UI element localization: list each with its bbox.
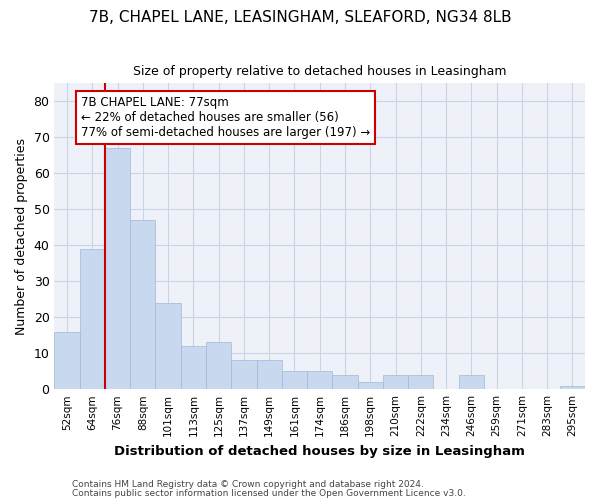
- Text: Contains public sector information licensed under the Open Government Licence v3: Contains public sector information licen…: [72, 488, 466, 498]
- Bar: [408, 375, 433, 389]
- Bar: [332, 375, 358, 389]
- Bar: [231, 360, 257, 389]
- Bar: [307, 371, 332, 389]
- X-axis label: Distribution of detached houses by size in Leasingham: Distribution of detached houses by size …: [114, 444, 525, 458]
- Bar: [181, 346, 206, 389]
- Text: 7B, CHAPEL LANE, LEASINGHAM, SLEAFORD, NG34 8LB: 7B, CHAPEL LANE, LEASINGHAM, SLEAFORD, N…: [89, 10, 511, 25]
- Y-axis label: Number of detached properties: Number of detached properties: [15, 138, 28, 335]
- Bar: [257, 360, 282, 389]
- Bar: [383, 375, 408, 389]
- Bar: [105, 148, 130, 389]
- Title: Size of property relative to detached houses in Leasingham: Size of property relative to detached ho…: [133, 65, 506, 78]
- Bar: [458, 375, 484, 389]
- Bar: [155, 303, 181, 389]
- Bar: [560, 386, 585, 389]
- Bar: [206, 342, 231, 389]
- Text: Contains HM Land Registry data © Crown copyright and database right 2024.: Contains HM Land Registry data © Crown c…: [72, 480, 424, 489]
- Bar: [282, 371, 307, 389]
- Bar: [80, 249, 105, 389]
- Bar: [358, 382, 383, 389]
- Bar: [130, 220, 155, 389]
- Bar: [55, 332, 80, 389]
- Text: 7B CHAPEL LANE: 77sqm
← 22% of detached houses are smaller (56)
77% of semi-deta: 7B CHAPEL LANE: 77sqm ← 22% of detached …: [81, 96, 370, 139]
